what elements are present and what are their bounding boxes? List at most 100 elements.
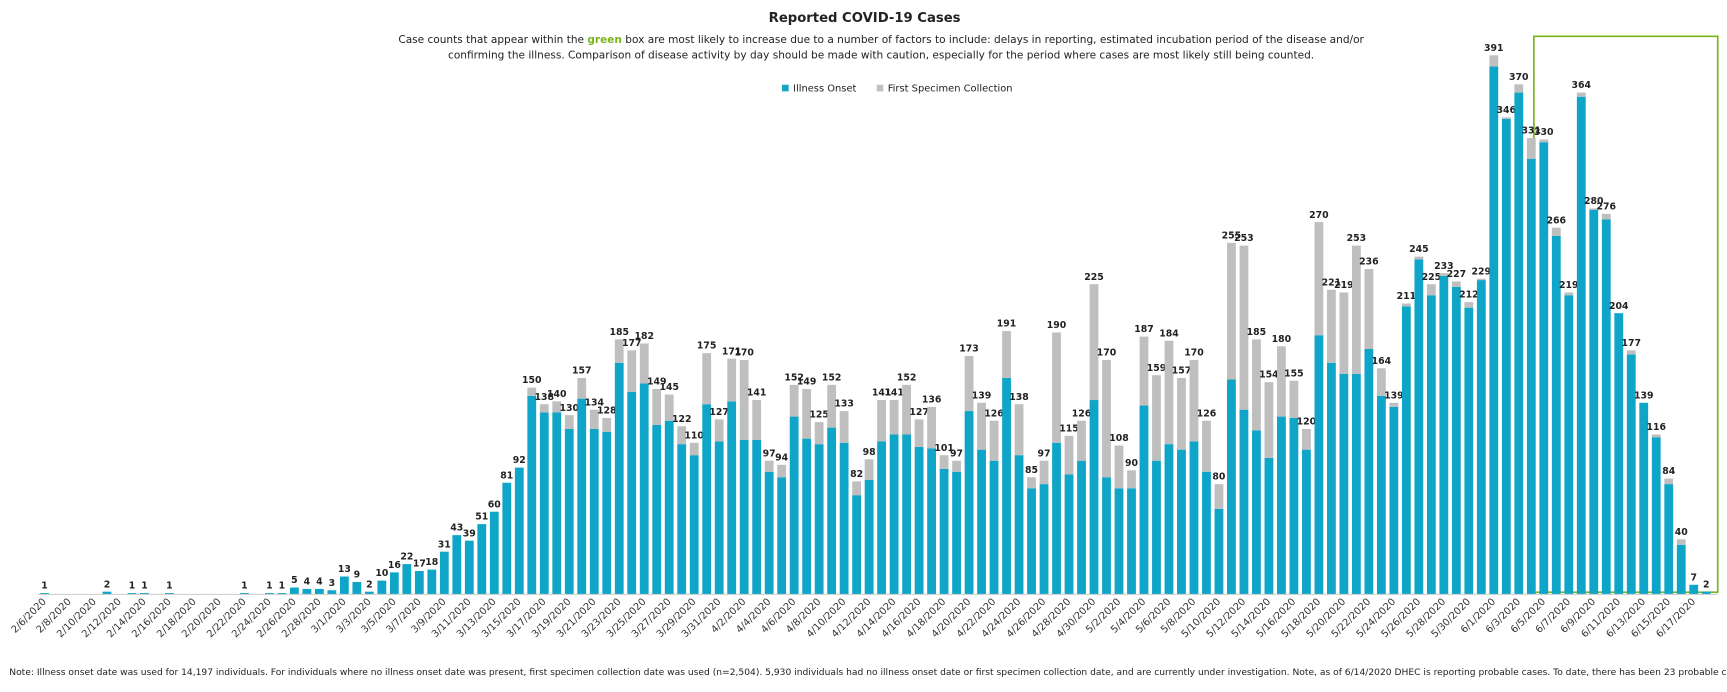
data-label: 134 [584, 397, 604, 408]
bar-segment [1027, 477, 1036, 489]
bar-segment [727, 401, 737, 595]
bar-segment [1252, 430, 1261, 595]
data-label: 92 [513, 455, 526, 466]
data-label: 2 [104, 579, 111, 590]
data-label: 150 [522, 375, 542, 386]
data-label: 139 [1634, 390, 1654, 401]
bar-segment [889, 434, 899, 595]
bar-segment [702, 404, 712, 595]
bar-segment [1476, 278, 1486, 281]
bar-segment [364, 591, 374, 595]
data-label: 84 [1662, 466, 1676, 477]
data-label: 141 [884, 388, 904, 399]
bar-segment [552, 401, 562, 413]
data-label: 31 [438, 539, 451, 550]
bar-segment [1676, 544, 1686, 595]
data-label: 139 [972, 390, 992, 401]
bar-segment [1551, 235, 1561, 595]
bar-segment [1626, 354, 1636, 595]
bar-segment [952, 471, 961, 595]
bar-segment [1551, 227, 1561, 236]
legend-label: First Specimen Collection [888, 83, 1013, 94]
bar-segment [165, 593, 174, 595]
bar-segment [702, 353, 712, 405]
bar-segment [1114, 445, 1124, 489]
data-label: 187 [1134, 324, 1154, 335]
data-label: 130 [559, 403, 579, 414]
bar-segment [1114, 488, 1124, 595]
bar-segment [240, 593, 249, 595]
bar-segment [1514, 92, 1524, 595]
bar-segment [1127, 470, 1136, 489]
bar-segment [1464, 302, 1474, 308]
bar-segment [627, 391, 637, 595]
data-label: 2 [366, 579, 373, 590]
data-label: 175 [697, 341, 717, 352]
bar-segment [1277, 416, 1286, 595]
data-label: 127 [709, 407, 729, 418]
bar-segment [1302, 428, 1311, 450]
bar-segment [1376, 368, 1386, 396]
bar-segment [302, 588, 312, 595]
data-label: 270 [1309, 210, 1329, 221]
bar-segment [1289, 417, 1299, 595]
bar-segment [1326, 289, 1336, 363]
bar-segment [664, 420, 674, 595]
bar-segment [439, 551, 449, 595]
bar-segment [764, 460, 774, 472]
data-label: 60 [488, 499, 502, 510]
bar-segment [739, 440, 749, 595]
data-label: 1 [266, 581, 273, 592]
data-label: 154 [1259, 370, 1279, 381]
bar-segment [1039, 484, 1049, 595]
bar-segment [514, 467, 524, 595]
bar-segment [1389, 402, 1399, 407]
data-label: 149 [797, 377, 817, 388]
bar-segment [1089, 400, 1099, 595]
bar-segment [1651, 434, 1661, 438]
bar-segment [352, 582, 362, 595]
data-label: 204 [1609, 301, 1629, 312]
bar-segment [552, 412, 562, 595]
bar-segment [1152, 460, 1161, 595]
data-label: 370 [1509, 72, 1529, 83]
bar-segment [1414, 256, 1424, 260]
data-label: 177 [1621, 338, 1641, 349]
data-label: 139 [1384, 390, 1404, 401]
bar-segment [1676, 539, 1686, 545]
bar-segment [427, 569, 437, 595]
data-label: 219 [1559, 280, 1579, 291]
data-label: 22 [400, 552, 413, 563]
bar-segment [939, 468, 949, 595]
bar-segment [1539, 142, 1549, 595]
data-label: 330 [1534, 127, 1554, 138]
bar-segment [939, 455, 949, 469]
bar-segment [1339, 373, 1349, 595]
bar-segment [752, 400, 762, 441]
bar-segment [677, 426, 687, 445]
bar-segment [289, 587, 299, 595]
bar-segment [689, 455, 699, 595]
bar-segment [1576, 92, 1586, 97]
bar-segment [752, 440, 762, 595]
bar-segment [877, 400, 887, 442]
data-label: 221 [1322, 277, 1342, 288]
bar-segment [1227, 379, 1236, 595]
bar-segment [589, 409, 599, 429]
bar-segment [689, 442, 699, 456]
bar-segment [839, 411, 849, 443]
bar-segment [677, 444, 687, 595]
data-label: 191 [997, 319, 1017, 330]
bar-segment [927, 448, 936, 595]
bar-segment [1277, 346, 1286, 417]
bar-segment [1089, 284, 1099, 401]
bar-segment [1451, 281, 1461, 287]
data-label: 2 [1703, 579, 1710, 590]
bar-segment [1601, 213, 1611, 220]
bar-segment [864, 459, 874, 480]
data-label: 157 [572, 366, 592, 377]
data-label: 51 [475, 512, 488, 523]
bar-segment [527, 395, 537, 595]
bar-segment [1164, 340, 1174, 445]
bar-segment [914, 419, 924, 447]
